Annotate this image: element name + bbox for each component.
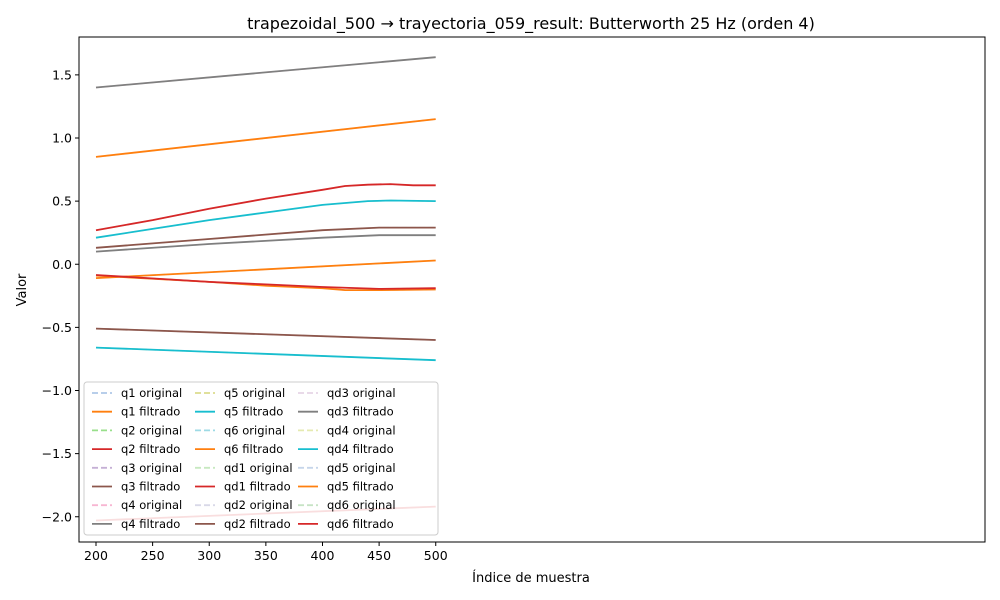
legend-label: qd2 filtrado xyxy=(224,517,291,531)
legend-label: q6 filtrado xyxy=(224,442,283,456)
y-tick-label: −1.5 xyxy=(42,446,72,461)
legend-label: q4 filtrado xyxy=(121,517,180,531)
y-tick-label: −2.0 xyxy=(42,509,72,524)
legend-entry: q1 filtrado xyxy=(92,405,180,419)
legend-entry: q4 original xyxy=(92,498,182,512)
series-line-q3-filtrado xyxy=(95,327,436,341)
legend-entry: q3 filtrado xyxy=(92,480,180,494)
legend-entry: q5 filtrado xyxy=(195,405,283,419)
legend-entry: qd2 original xyxy=(195,498,293,512)
y-tick-label: −0.5 xyxy=(42,320,72,335)
y-tick-label: 0.0 xyxy=(52,257,72,272)
legend-entry: qd2 filtrado xyxy=(195,517,291,531)
legend-entry: q2 filtrado xyxy=(92,442,180,456)
legend-label: qd1 original xyxy=(224,461,293,475)
legend-entry: qd1 filtrado xyxy=(195,480,291,494)
legend-entry: qd5 filtrado xyxy=(298,480,394,494)
legend-label: qd6 original xyxy=(327,498,396,512)
series-line-qd1-original xyxy=(95,183,436,231)
x-tick-label: 400 xyxy=(311,548,335,563)
legend-label: q5 original xyxy=(224,386,285,400)
legend-label: q5 filtrado xyxy=(224,405,283,419)
legend-label: q1 filtrado xyxy=(121,405,180,419)
legend-entry: qd3 filtrado xyxy=(298,405,394,419)
legend-entry: qd4 original xyxy=(298,423,396,437)
series-line-qd1-filtrado xyxy=(95,183,436,232)
legend-entry: q6 original xyxy=(195,423,285,437)
legend-entry: qd6 original xyxy=(298,498,396,512)
chart-title: trapezoidal_500 → trayectoria_059_result… xyxy=(247,14,815,34)
series-line-qd2-filtrado xyxy=(95,226,436,249)
legend-label: q3 original xyxy=(121,461,182,475)
legend-label: qd2 original xyxy=(224,498,293,512)
legend-label: qd6 filtrado xyxy=(327,517,394,531)
legend-entry: qd3 original xyxy=(298,386,396,400)
legend-label: q2 original xyxy=(121,423,182,437)
legend: q1 original q1 filtrado q2 original q2 filt… xyxy=(83,381,439,536)
legend-label: qd5 original xyxy=(327,461,396,475)
plot-frame xyxy=(78,36,986,543)
legend-label: q6 original xyxy=(224,423,285,437)
legend-entry: qd6 filtrado xyxy=(298,517,394,531)
x-tick-label: 500 xyxy=(424,548,448,563)
legend-label: q3 filtrado xyxy=(121,480,180,494)
series-line-q1-filtrado xyxy=(95,118,436,158)
series-line-qd6-filtrado xyxy=(95,274,436,290)
legend-entry: q1 original xyxy=(92,386,182,400)
y-tick-label: 1.5 xyxy=(52,67,72,82)
legend-entry: q5 original xyxy=(195,386,285,400)
series-line-q6-filtrado xyxy=(95,259,436,279)
legend-label: qd1 filtrado xyxy=(224,480,291,494)
legend-label: qd4 original xyxy=(327,423,396,437)
y-tick-label: 0.5 xyxy=(52,194,72,209)
legend-label: qd4 filtrado xyxy=(327,442,394,456)
legend-label: qd3 original xyxy=(327,386,396,400)
legend-entry: qd5 original xyxy=(298,461,396,475)
series-line-qd6-original xyxy=(95,274,436,290)
x-tick-label: 250 xyxy=(141,548,165,563)
legend-label: qd3 filtrado xyxy=(327,405,394,419)
legend-label: q1 original xyxy=(121,386,182,400)
x-tick-label: 450 xyxy=(367,548,391,563)
y-tick-label: −1.0 xyxy=(42,383,72,398)
x-tick-label: 350 xyxy=(254,548,278,563)
legend-label: qd5 filtrado xyxy=(327,480,394,494)
axes-layer: 200 250 300 350 400 450 500 −2.0 −1.5 −1.0 −0.5 0.0… xyxy=(42,36,986,563)
series-line-q4-filtrado xyxy=(95,56,436,89)
series-layer xyxy=(95,56,436,522)
y-tick-label: 1.0 xyxy=(52,131,72,146)
legend-entry: q3 original xyxy=(92,461,182,475)
series-line-qd3-filtrado xyxy=(95,234,436,253)
series-line-q5-filtrado xyxy=(95,346,436,362)
x-tick-label: 300 xyxy=(197,548,221,563)
x-axis-title: Índice de muestra xyxy=(472,570,590,586)
legend-entry: qd1 original xyxy=(195,461,293,475)
y-axis-title: Valor xyxy=(15,273,30,306)
legend-label: q4 original xyxy=(121,498,182,512)
legend-entry: qd4 filtrado xyxy=(298,442,394,456)
series-line-qd4-original xyxy=(95,199,436,239)
legend-box xyxy=(83,381,439,536)
series-line-qd4-filtrado xyxy=(95,199,436,239)
legend-entry: q2 original xyxy=(92,423,182,437)
x-tick-label: 200 xyxy=(84,548,108,563)
legend-entry: q6 filtrado xyxy=(195,442,283,456)
legend-entry: q4 filtrado xyxy=(92,517,180,531)
legend-label: q2 filtrado xyxy=(121,442,180,456)
